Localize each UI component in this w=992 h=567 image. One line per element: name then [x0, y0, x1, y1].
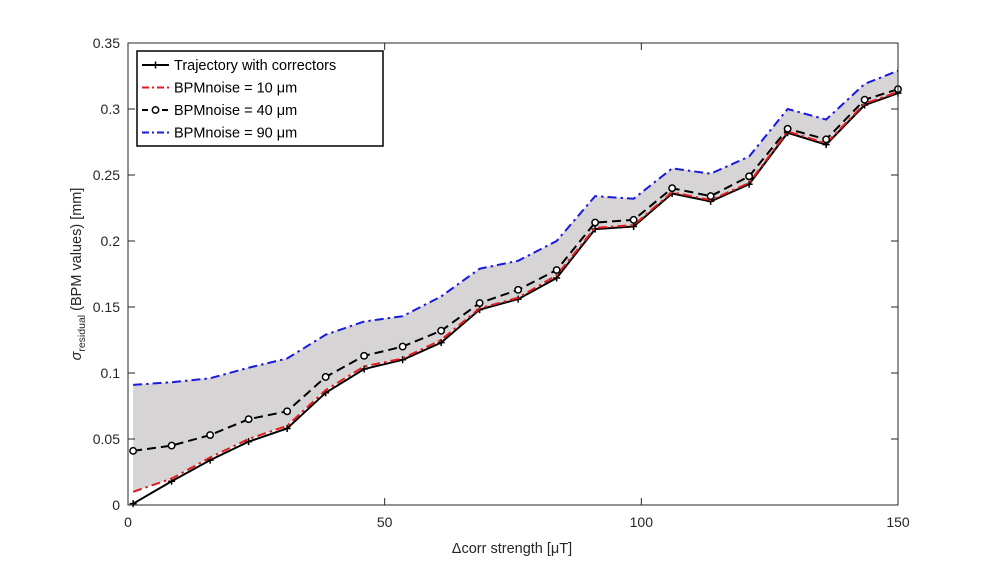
tick-labels-layer: 0 50 100 150 0 0.05 0.1 0.15 0.2 0.25 0.3 0.35 [93, 35, 910, 530]
plot-area-frame [127, 42, 899, 506]
data-point-marker [360, 351, 369, 360]
data-point-marker [244, 415, 253, 424]
legend-label: Trajectory with correctors [174, 58, 336, 74]
data-point-marker [129, 446, 138, 455]
y-axis-label: σresidual (BPM values) [mm] [69, 188, 88, 361]
data-point-marker [360, 365, 368, 373]
data-point-marker [706, 192, 715, 201]
data-point-marker [437, 326, 446, 335]
legend-marker-swatch [152, 61, 159, 69]
y-tick-label: 0.1 [101, 365, 121, 381]
y-axis-label-rest: (BPM values) [mm] [69, 188, 85, 315]
x-axis-label: Δcorr strength [μT] [452, 541, 572, 557]
y-tick-label: 0.35 [93, 35, 120, 51]
x-tick-label: 100 [630, 514, 654, 530]
data-point-marker [167, 441, 176, 450]
legend-item-3: BPMnoise = 90 μm [142, 126, 297, 142]
data-point-marker [822, 135, 831, 144]
data-point-marker [745, 180, 753, 188]
legend-label: BPMnoise = 10 μm [174, 81, 297, 97]
data-point-marker [283, 424, 291, 432]
data-point-marker [399, 356, 407, 364]
y-axis-label-main: σ [69, 350, 85, 360]
legend-item-0: Trajectory with correctors [142, 58, 336, 74]
y-tick-label: 0.25 [93, 167, 120, 183]
series-line [133, 69, 899, 386]
data-point-marker [552, 266, 561, 274]
legend-item-1: BPMnoise = 10 μm [142, 81, 297, 97]
data-point-marker [630, 222, 638, 230]
axes-layer [127, 42, 899, 506]
legend-item-2: BPMnoise = 40 μm [142, 103, 297, 119]
legend: Trajectory with correctors BPMnoise = 10 … [136, 50, 384, 147]
data-point-marker [321, 373, 330, 381]
legend-marker-swatch [151, 106, 160, 114]
shaded-noise-band [133, 70, 899, 492]
y-axis-label-subscript: residual [76, 315, 88, 352]
data-point-marker [398, 342, 407, 351]
legend-box [136, 50, 384, 147]
data-point-marker [437, 339, 445, 347]
data-point-marker [668, 184, 677, 193]
data-point-marker [129, 500, 137, 508]
y-tick-label: 0.05 [93, 431, 120, 447]
data-point-marker [860, 95, 869, 104]
legend-label: BPMnoise = 40 μm [174, 103, 297, 119]
x-tick-label: 150 [886, 514, 910, 530]
series-1 [132, 90, 899, 493]
y-tick-label: 0 [112, 497, 120, 513]
data-point-marker [475, 299, 484, 307]
series-2 [129, 85, 902, 455]
data-point-marker [514, 285, 523, 294]
data-point-marker [591, 218, 600, 227]
y-tick-label: 0.3 [101, 101, 121, 117]
data-point-marker [745, 172, 754, 181]
series-3 [133, 69, 899, 386]
legend-label: BPMnoise = 90 μm [174, 126, 297, 142]
series-line [132, 90, 899, 493]
shaded-noise-band-layer [133, 70, 899, 492]
y-tick-label: 0.15 [93, 299, 120, 315]
data-point-marker [206, 431, 215, 439]
data-point-marker [283, 407, 292, 416]
data-point-marker [245, 438, 253, 446]
series-layer [129, 69, 902, 508]
data-point-marker [783, 124, 792, 133]
x-tick-label: 50 [377, 514, 393, 530]
x-tick-label: 0 [124, 514, 132, 530]
y-tick-label: 0.2 [101, 233, 121, 249]
data-point-marker [629, 215, 638, 224]
